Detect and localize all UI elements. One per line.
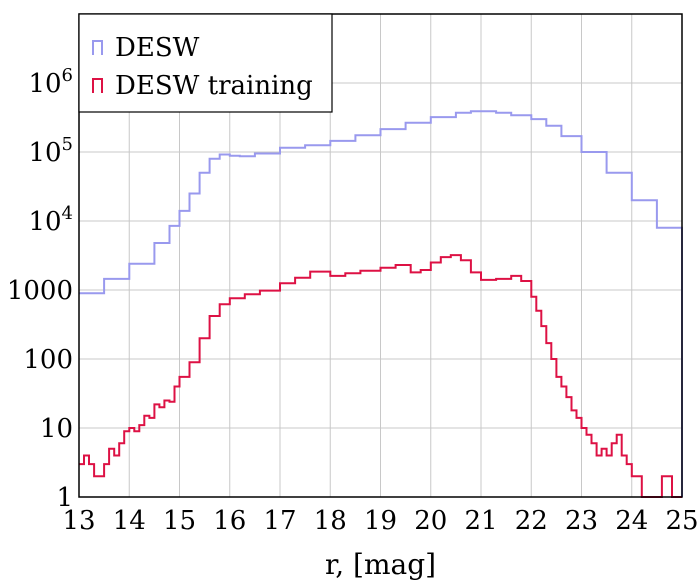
legend-box [78,13,333,113]
x-tick-label: 15 [163,506,196,536]
x-tick-label: 23 [565,506,598,536]
x-tick-label: 18 [314,506,347,536]
x-tick-label: 20 [414,506,447,536]
x-tick-label: 19 [364,506,397,536]
legend-label: DESW training [115,71,313,101]
y-tick-label: 105 [28,134,73,168]
y-tick-label: 106 [28,65,73,99]
y-tick-label: 1000 [7,276,73,306]
x-tick-label: 25 [665,506,698,536]
series-layer [79,110,683,498]
y-tick-label: 10 [40,414,73,444]
x-tick-labels: 13 14 15 16 17 18 19 20 21 22 23 24 25 [62,506,698,536]
x-tick-label: 16 [213,506,246,536]
legend-swatch [92,78,103,93]
x-tick-label: 14 [113,506,146,536]
series-line-desw [79,110,683,497]
plot-frame [78,13,683,498]
x-tick-label: 22 [515,506,548,536]
legend-label: DESW [115,33,200,63]
y-tick-label: 100 [23,345,73,375]
legend-swatch [92,40,103,55]
legend: DESW DESW training [78,13,333,113]
x-tick-label: 24 [615,506,648,536]
x-axis-label: r, [mag] [325,548,436,580]
x-tick-label: 13 [62,506,95,536]
x-tick-label: 21 [464,506,497,536]
y-tick-labels: 1 10 100 1000 104 105 106 [7,65,73,513]
y-tick-label: 104 [28,203,73,237]
y-tick-label: 1 [56,483,73,513]
x-tick-label: 17 [263,506,296,536]
series-line-desw-training [79,254,682,498]
